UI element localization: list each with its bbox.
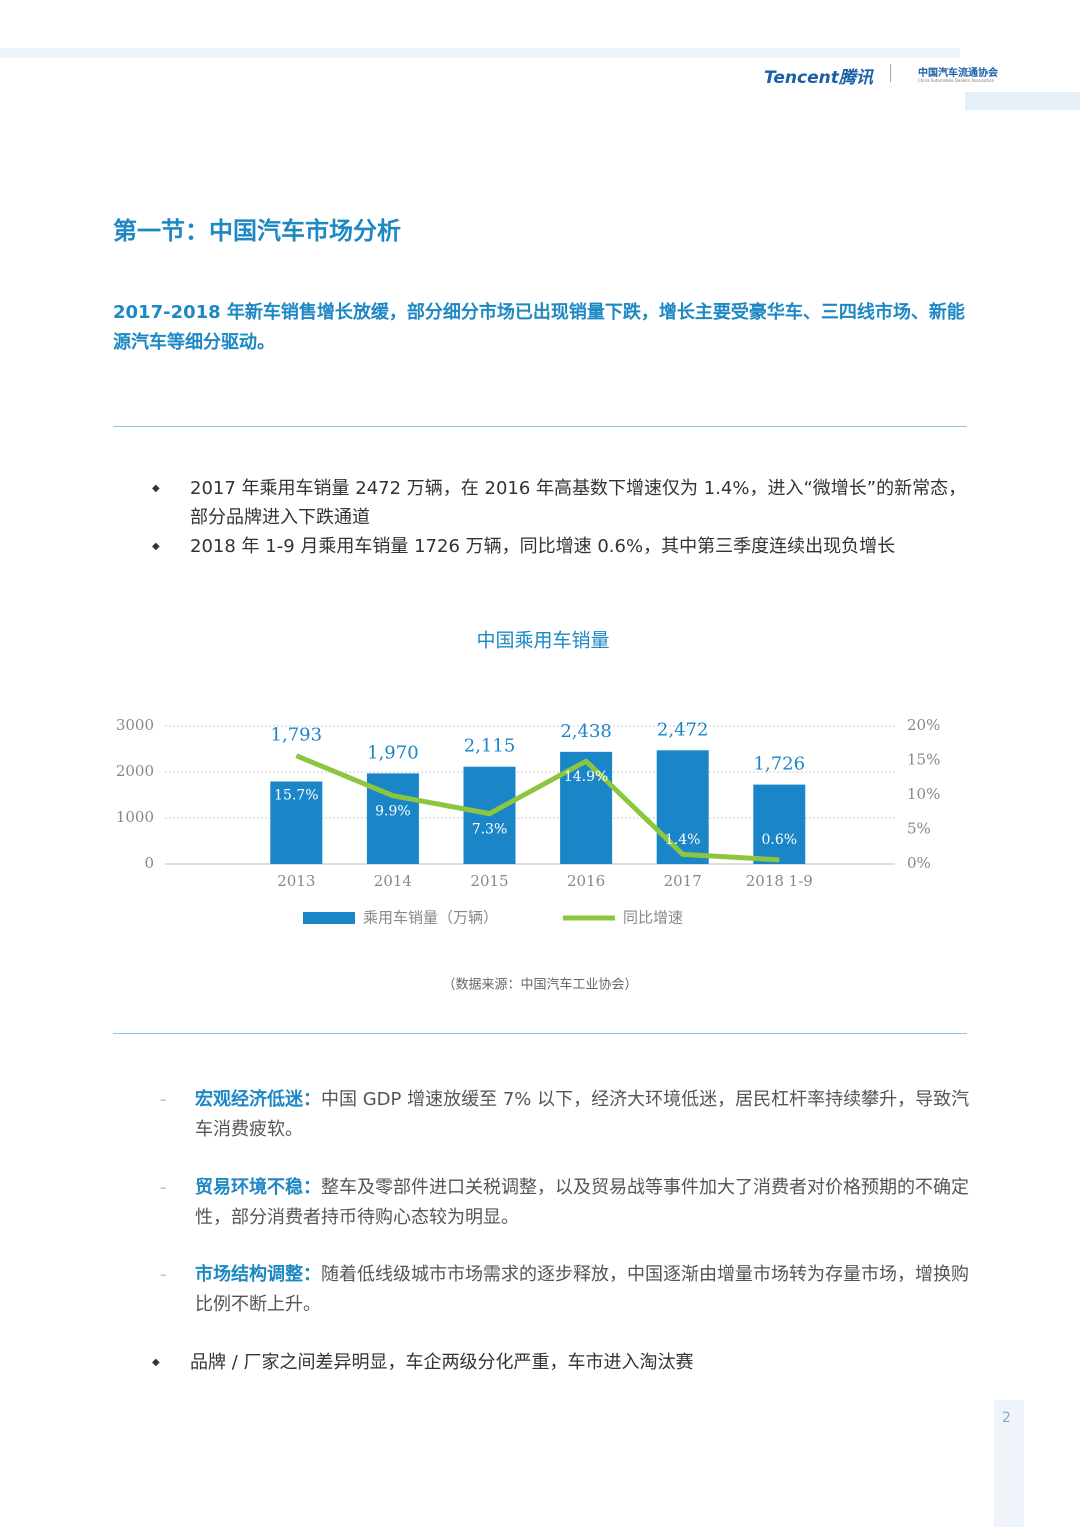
line-value-label: 14.9% <box>564 769 608 785</box>
y-tick-label: 3000 <box>116 716 154 734</box>
bar-value-label: 1,793 <box>271 725 323 746</box>
y2-tick-label: 5% <box>907 820 931 838</box>
association-logo: 中国汽车流通协会 <box>918 68 998 79</box>
brand-logo: Tencent腾讯 <box>764 68 873 88</box>
point: 贸易环境不稳：整车及零部件进口关税调整，以及贸易战等事件加大了消费者对价格预期的… <box>160 1173 970 1233</box>
point-text: 随着低线级城市市场需求的逐步释放，中国逐渐由增量市场转为存量市场，增换购比例不断… <box>195 1264 969 1315</box>
bar <box>753 784 806 864</box>
bullet: 2017 年乘用车销量 2472 万辆，在 2016 年高基数下增速仅为 1.4… <box>150 474 970 532</box>
bar <box>270 781 323 864</box>
chart: 中国乘用车销量 （数据来源：中国汽车工业协会） 0 1000 2000 3000 0% 5… <box>116 630 941 993</box>
y2-tick-label: 10% <box>907 785 940 803</box>
bar-value-label: 2,472 <box>657 719 709 740</box>
bar-value-label: 2,115 <box>464 736 516 757</box>
chart-title: 中国乘用车销量 <box>476 630 609 652</box>
x-tick-label: 2017 <box>664 872 702 890</box>
section-title: 第一节：中国汽车市场分析 <box>113 217 401 245</box>
point-text: 整车及零部件进口关税调整，以及贸易战等事件加大了消费者对价格预期的不确定性，部分… <box>195 1177 969 1228</box>
side-strip <box>994 1400 1024 1527</box>
line <box>295 753 780 863</box>
bullet: 品牌 / 厂家之间差异明显，车企两级分化严重，车市进入淘汰赛 <box>150 1348 970 1377</box>
page-number: 2 <box>1002 1410 1011 1426</box>
line-value-label: 1.4% <box>665 832 701 848</box>
x-tick-label: 2018 1-9 <box>746 872 813 890</box>
bar-value-label: 1,726 <box>754 754 806 775</box>
bar <box>656 750 709 864</box>
line-value-label: 9.9% <box>375 804 411 820</box>
x-tick-label: 2014 <box>374 872 412 890</box>
legend-label: 乘用车销量（万辆） <box>363 909 498 927</box>
association-en: China Automobile Dealers Association <box>918 78 995 83</box>
point: 宏观经济低迷：中国 GDP 增速放缓至 7% 以下，经济大环境低迷，居民杠杆率持… <box>160 1085 970 1145</box>
legend-label: 同比增速 <box>623 909 683 927</box>
logo-divider <box>890 64 891 82</box>
bullet: 2018 年 1-9 月乘用车销量 1726 万辆，同比增速 0.6%，其中第三… <box>150 532 970 561</box>
line-value-label: 0.6% <box>762 832 798 848</box>
bar-value-label: 2,438 <box>560 721 612 742</box>
x-tick-label: 2015 <box>470 872 508 890</box>
line-value-label: 15.7% <box>274 788 318 804</box>
y2-tick-label: 20% <box>907 716 940 734</box>
y2-tick-label: 15% <box>907 751 940 769</box>
x-tick-label: 2016 <box>567 872 605 890</box>
side-band <box>965 92 1080 110</box>
summary: 2017-2018 年新车销售增长放缓，部分细分市场已出现销量下跌，增长主要受豪… <box>113 302 965 353</box>
top-band <box>0 48 960 58</box>
point-label: 市场结构调整： <box>195 1264 321 1285</box>
point-label: 贸易环境不稳： <box>195 1177 321 1198</box>
divider <box>113 426 967 427</box>
source: （数据来源：中国汽车工业协会） <box>442 977 637 993</box>
divider <box>113 1033 967 1034</box>
bar-value-label: 1,970 <box>367 742 419 763</box>
y-tick-label: 2000 <box>116 762 154 780</box>
y-tick-label: 1000 <box>116 808 154 826</box>
legend-swatch <box>303 912 355 924</box>
point-label: 宏观经济低迷： <box>195 1089 321 1110</box>
point-text: 中国 GDP 增速放缓至 7% 以下，经济大环境低迷，居民杠杆率持续攀升，导致汽… <box>195 1089 970 1140</box>
y2-tick-label: 0% <box>907 854 931 872</box>
y-tick-label: 0 <box>144 854 154 872</box>
line-value-label: 7.3% <box>472 822 508 838</box>
x-tick-label: 2013 <box>277 872 315 890</box>
point: 市场结构调整：随着低线级城市市场需求的逐步释放，中国逐渐由增量市场转为存量市场，… <box>160 1260 970 1320</box>
